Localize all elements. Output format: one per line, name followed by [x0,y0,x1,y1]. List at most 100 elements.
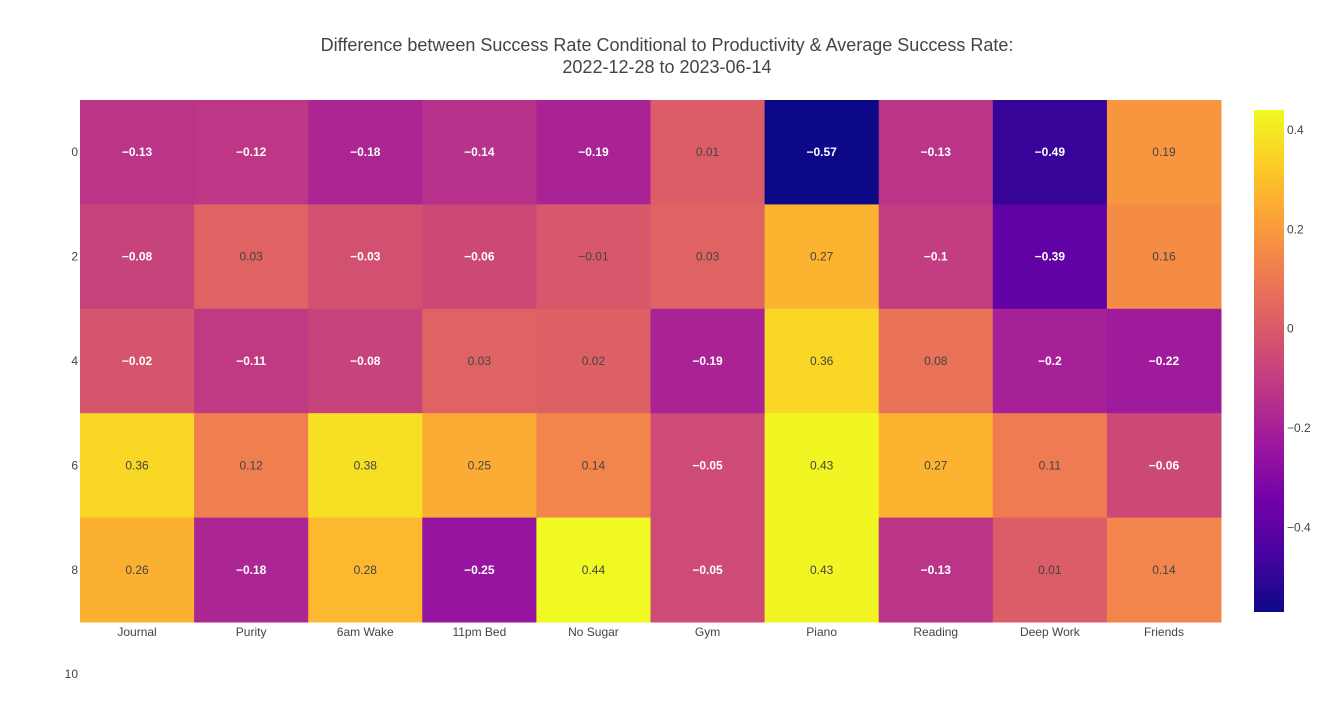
heatmap-cell [194,308,309,414]
heatmap-cells [80,100,1222,623]
cell-value-label: −0.1 [924,250,948,264]
heatmap-cell [308,204,423,310]
colorbar-tick-label: −0.2 [1287,421,1311,435]
heatmap-cell [422,100,537,205]
heatmap-cell [80,413,195,519]
cell-value-label: 0.28 [354,563,378,577]
cell-value-label: 0.12 [239,458,263,472]
chart-subtitle: 2022-12-28 to 2023-06-14 [562,57,771,77]
cell-value-label: 0.43 [810,458,834,472]
heatmap-cell [536,100,651,205]
cell-value-label: 0.16 [1152,250,1176,264]
x-tick-label: 11pm Bed [452,625,506,639]
x-tick-label: 6am Wake [337,625,394,639]
cell-value-label: −0.13 [921,145,952,159]
y-tick-label: 6 [71,458,78,472]
x-tick-label: Reading [913,625,958,639]
cell-value-label: 0.14 [1152,563,1176,577]
heatmap-cell [878,100,994,205]
cell-value-label: −0.11 [236,354,266,368]
cell-value-label: 0.26 [125,563,149,577]
x-tick-label: Deep Work [1020,625,1081,639]
heatmap-cell [764,308,880,414]
cell-value-label: 0.38 [354,458,378,472]
heatmap-cell [422,517,537,623]
cell-value-label: −0.13 [921,563,952,577]
cell-value-label: −0.22 [1149,354,1180,368]
heatmap-cell [650,517,766,623]
cell-value-label: −0.06 [464,250,495,264]
heatmap-cell [536,413,651,519]
heatmap-cell [878,517,994,623]
heatmap-cell [650,100,766,205]
heatmap-cell [194,517,309,623]
y-tick-label: 2 [71,250,78,264]
cell-value-label: 0.01 [696,145,720,159]
heatmap-cell [80,100,195,205]
heatmap-cell [1106,204,1222,310]
cell-value-label: 0.01 [1038,563,1062,577]
heatmap-cell [80,517,195,623]
heatmap-cell [308,517,423,623]
cell-value-label: 0.19 [1152,145,1176,159]
heatmap-cell [80,308,195,414]
colorbar: 0.4 0.2 0 −0.2 −0.4 [1254,110,1311,612]
cell-value-label: 0.14 [582,458,606,472]
heatmap-cell [308,100,423,205]
cell-value-label: 0.11 [1039,458,1062,472]
heatmap-cell [194,204,309,310]
x-tick-label: No Sugar [568,625,619,639]
cell-value-label: −0.12 [236,145,267,159]
heatmap-cell [536,308,651,414]
x-tick-label: Gym [695,625,720,639]
y-axis-ticks: 0 2 4 6 8 10 [65,145,79,681]
heatmap-cell [764,204,880,310]
heatmap-cell [764,100,880,205]
cell-value-label: −0.14 [464,145,495,159]
heatmap-cell [1106,517,1222,623]
heatmap-cell [1106,413,1222,519]
colorbar-tick-label: −0.4 [1287,521,1311,535]
heatmap-cell [992,204,1108,310]
cell-value-label: −0.18 [350,145,381,159]
y-tick-label: 8 [71,563,78,577]
heatmap-cell [308,413,423,519]
x-axis-ticks: Journal Purity 6am Wake 11pm Bed No Sugar Gym… [117,625,1184,639]
cell-value-label: −0.13 [122,145,153,159]
colorbar-ticks: 0.4 0.2 0 −0.2 −0.4 [1287,123,1311,535]
heatmap-cell [194,100,309,205]
cell-value-label: 0.27 [924,458,948,472]
cell-value-label: −0.01 [578,250,609,264]
heatmap-cell [650,308,766,414]
heatmap-cell [992,308,1108,414]
heatmap-cell [650,204,766,310]
heatmap-cell [650,413,766,519]
x-tick-label: Piano [806,625,837,639]
heatmap-cell [992,413,1108,519]
colorbar-tick-label: 0 [1287,322,1294,336]
colorbar-tick-label: 0.4 [1287,123,1304,137]
cell-value-label: −0.06 [1149,458,1180,472]
cell-value-label: −0.08 [122,250,153,264]
heatmap-cell [422,308,537,414]
colorbar-gradient [1254,110,1284,612]
x-tick-label: Purity [236,625,267,639]
heatmap-cell [536,204,651,310]
cell-value-label: 0.02 [582,354,606,368]
heatmap-cell [536,517,651,623]
cell-value-label: 0.43 [810,563,834,577]
cell-value-label: −0.05 [692,458,723,472]
cell-value-label: 0.25 [468,458,492,472]
cell-value-label: −0.08 [350,354,381,368]
heatmap-cell [422,413,537,519]
heatmap-cell [764,517,880,623]
cell-value-label: −0.57 [806,145,837,159]
cell-value-label: −0.39 [1035,250,1066,264]
heatmap-cell [1106,308,1222,414]
colorbar-tick-label: 0.2 [1287,222,1304,236]
heatmap-cell [422,204,537,310]
chart-title: Difference between Success Rate Conditio… [321,35,1014,55]
cell-value-label: −0.25 [464,563,495,577]
